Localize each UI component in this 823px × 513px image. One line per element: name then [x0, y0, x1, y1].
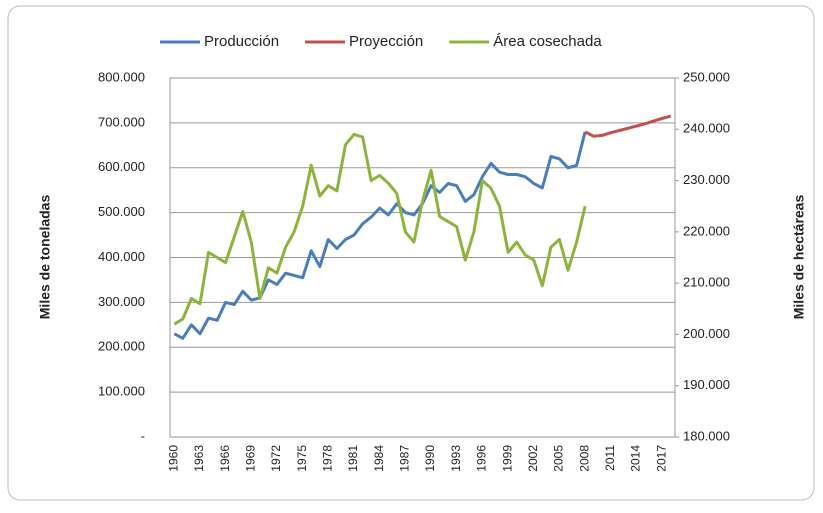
y2-tick-label: 200.000 [683, 326, 730, 341]
y2-tick-label: 250.000 [683, 69, 730, 84]
x-tick-label: 1990 [423, 445, 437, 472]
y-tick-label: 800.000 [98, 69, 145, 84]
y-tick-label: 600.000 [98, 159, 145, 174]
x-tick-label: 2011 [603, 445, 617, 471]
series-line [173, 132, 587, 326]
y-tick-label: 400.000 [98, 249, 145, 264]
x-tick-label: 1972 [269, 445, 283, 472]
y2-tick-label: 240.000 [683, 121, 730, 136]
x-tick-label: 1966 [218, 445, 232, 472]
x-tick-label: 1996 [475, 445, 489, 472]
x-tick-label: 2014 [629, 445, 643, 472]
x-tick-label: 1963 [192, 445, 206, 472]
y-tick-label: - [141, 428, 145, 443]
plot-border [169, 77, 676, 438]
series-line [173, 131, 587, 340]
x-tick-label: 1993 [449, 445, 463, 472]
y2-axis-title: Miles de hectáreas [791, 195, 807, 320]
y2-tick-label: 220.000 [683, 223, 730, 238]
legend-label: Proyección [349, 33, 423, 50]
y-tick-label: 200.000 [98, 339, 145, 354]
x-tick-label: 1987 [398, 445, 412, 472]
x-tick-label: 1999 [500, 445, 514, 472]
y2-tick-label: 190.000 [683, 377, 730, 392]
x-tick-label: 2005 [552, 445, 566, 472]
y2-tick-label: 230.000 [683, 172, 730, 187]
y2-tick-label: 180.000 [683, 428, 730, 443]
y2-tick-label: 210.000 [683, 275, 730, 290]
x-tick-label: 1978 [321, 445, 335, 472]
y-tick-label: 700.000 [98, 114, 145, 129]
y-axis-title: Miles de toneladas [37, 195, 53, 320]
x-tick-label: 1960 [166, 445, 180, 472]
legend-label: Producción [204, 33, 279, 50]
x-tick-label: 2017 [654, 445, 668, 472]
x-tick-label: 1981 [346, 445, 360, 472]
x-tick-label: 1975 [295, 445, 309, 472]
chart-frame [7, 5, 815, 501]
legend-label: Área cosechada [493, 33, 602, 50]
y-tick-label: 100.000 [98, 384, 145, 399]
series-line [584, 114, 672, 138]
y-tick-label: 300.000 [98, 294, 145, 309]
x-tick-label: 1984 [372, 445, 386, 472]
x-tick-label: 2008 [577, 445, 591, 472]
x-tick-label: 2002 [526, 445, 540, 472]
y-tick-label: 500.000 [98, 204, 145, 219]
x-tick-label: 1969 [243, 445, 257, 472]
